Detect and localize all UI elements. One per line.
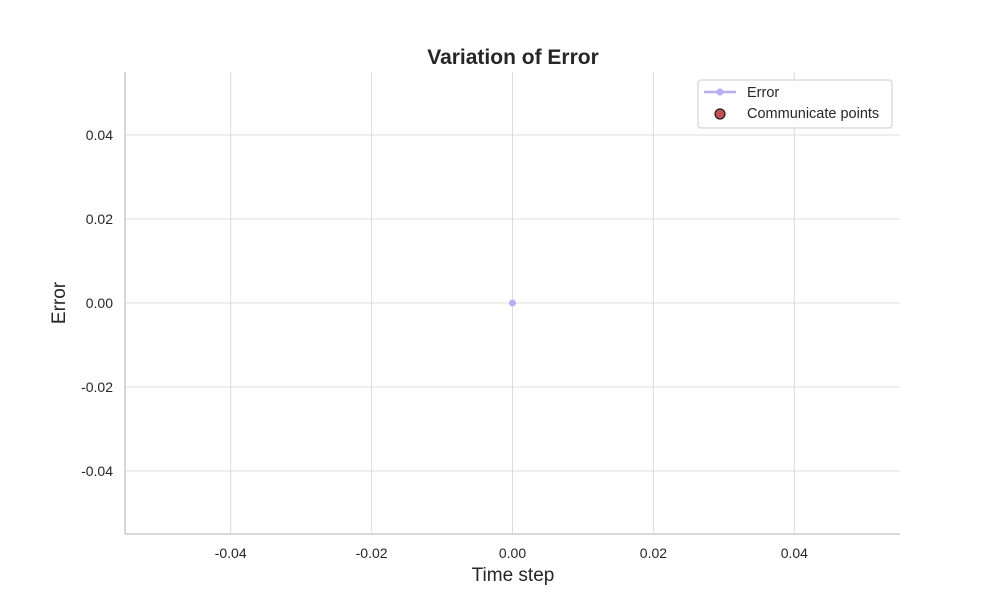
x-tick-label: 0.02 [640, 545, 667, 561]
chart-title: Variation of Error [427, 46, 599, 69]
error-data-point [509, 299, 516, 307]
axes-layer [124, 72, 900, 535]
legend-error-label: Error [747, 85, 779, 101]
legend: Error Communicate points [697, 79, 893, 129]
x-tick-label: 0.00 [499, 545, 526, 561]
x-tick-label: -0.04 [215, 545, 247, 561]
x-tick-label: -0.02 [356, 545, 388, 561]
y-tick-label: 0.04 [86, 127, 113, 143]
ticks-layer: -0.04 -0.02 0.00 0.02 0.04 -0.04 -0.02 0.00 0.02… [81, 127, 808, 561]
legend-communicate-label: Communicate points [747, 106, 879, 122]
y-axis-label: Error [49, 281, 70, 324]
x-tick-label: 0.04 [781, 545, 808, 561]
y-tick-label: 0.02 [86, 211, 113, 227]
y-tick-label: -0.02 [81, 379, 113, 395]
legend-frame [697, 79, 893, 129]
y-tick-label: 0.00 [86, 295, 113, 311]
series-layer [509, 299, 516, 307]
grid-layer [125, 72, 900, 534]
y-tick-label: -0.04 [81, 463, 113, 479]
x-axis-label: Time step [472, 565, 555, 586]
legend-communicate-marker-swatch [714, 108, 726, 120]
legend-error-marker-swatch [716, 88, 724, 96]
